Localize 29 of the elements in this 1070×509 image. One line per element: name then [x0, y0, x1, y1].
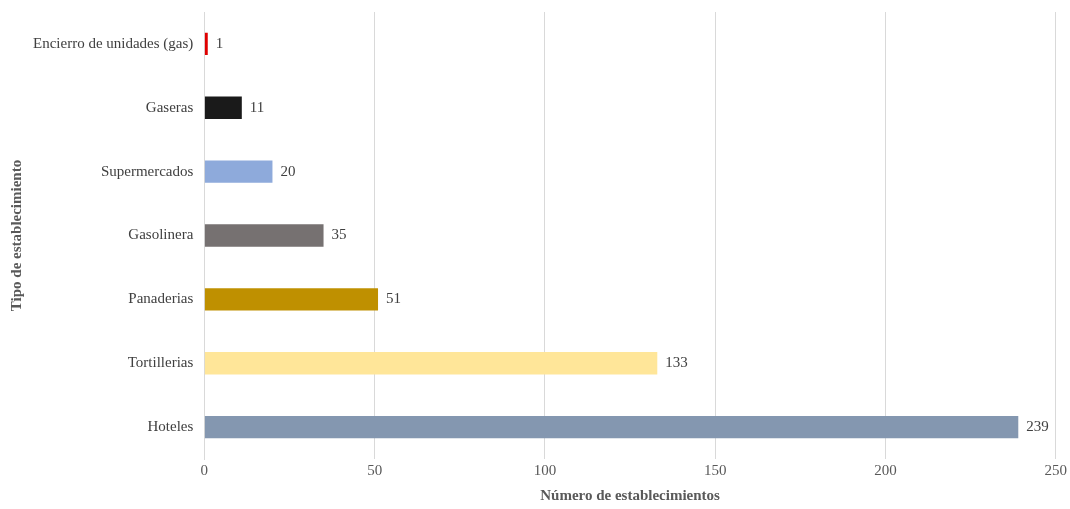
y-tick-label: Gasolinera	[128, 226, 194, 243]
bar	[204, 224, 324, 247]
y-tick-label: Tortillerias	[127, 354, 194, 371]
y-tick-label: Encierro de unidades (gas)	[32, 34, 194, 52]
x-axis-title: Número de establecimientos	[540, 486, 721, 503]
bar	[204, 352, 658, 375]
data-label: 1	[215, 34, 224, 51]
x-tick-label: 100	[533, 461, 557, 478]
data-label: 51	[386, 290, 402, 307]
y-tick-label: Gaseras	[145, 98, 194, 115]
y-tick-label: Panaderias	[128, 290, 194, 307]
x-tick-label: 250	[1044, 461, 1067, 478]
data-label: 20	[280, 162, 296, 179]
bar	[204, 160, 273, 183]
data-label: 11	[249, 98, 265, 115]
bar	[204, 96, 242, 119]
data-label: 239	[1026, 418, 1049, 435]
bar	[204, 288, 379, 311]
x-tick-label: 50	[367, 461, 383, 478]
x-tick-label: 200	[874, 461, 897, 478]
x-tick-label: 0	[200, 461, 209, 478]
bar	[204, 415, 1019, 439]
y-tick-label: Hoteles	[147, 418, 194, 435]
bar	[204, 32, 208, 56]
y-axis-title: Tipo de establecimiento	[7, 159, 24, 312]
data-label: 133	[665, 354, 688, 371]
data-label: 35	[331, 226, 347, 243]
y-tick-label: Supermercados	[100, 162, 194, 179]
x-tick-label: 150	[703, 461, 727, 478]
